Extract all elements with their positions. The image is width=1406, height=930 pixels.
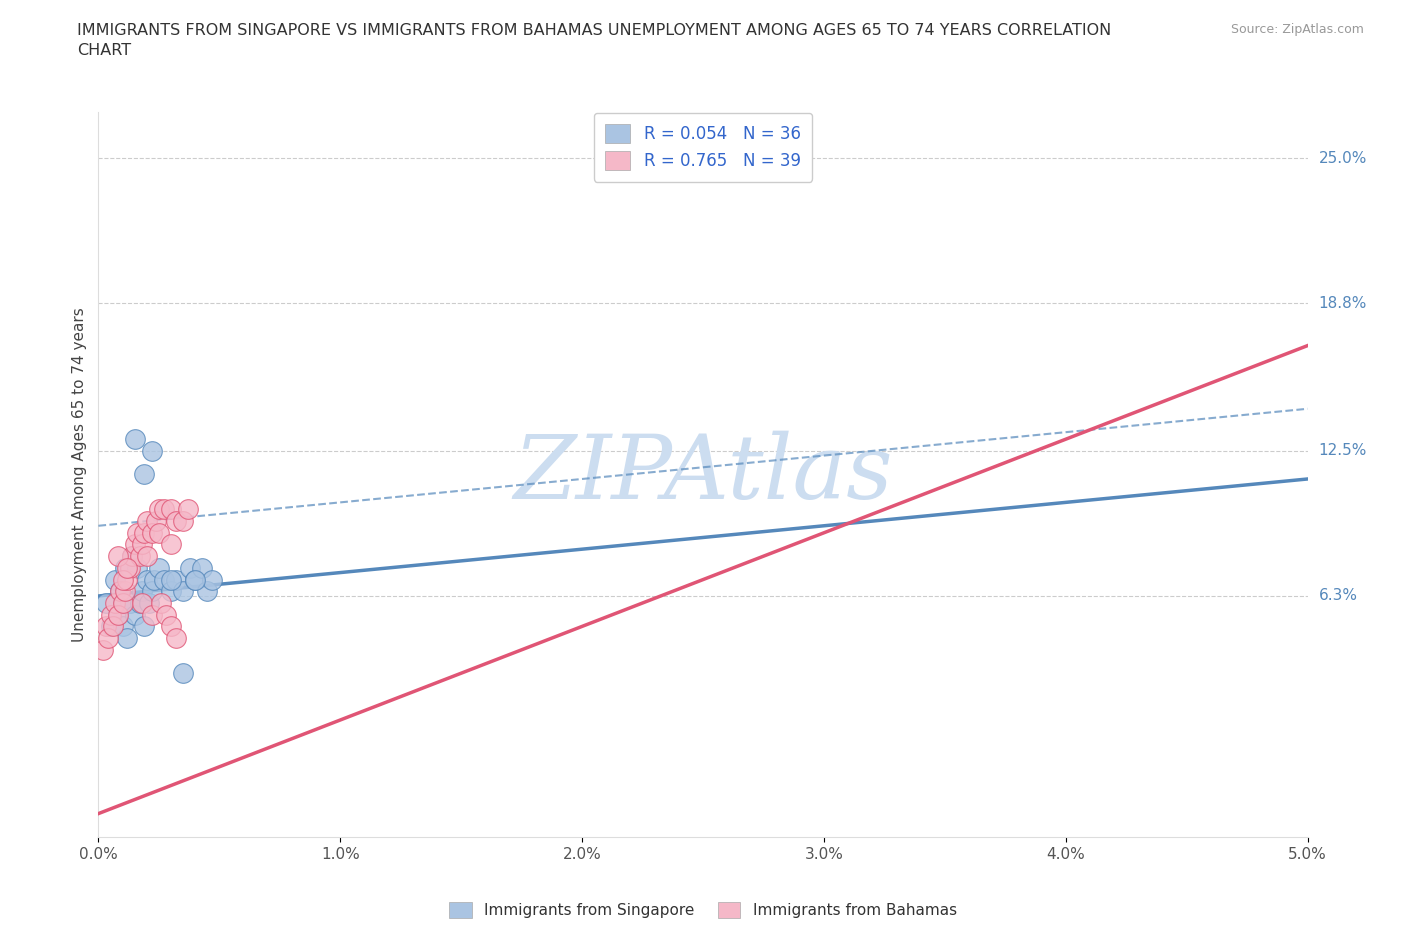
Point [114, 561, 136, 576]
Point [107, 549, 129, 564]
Point [114, 584, 136, 599]
Point [134, 467, 156, 482]
Point [127, 525, 149, 540]
Point [155, 607, 177, 622]
Point [165, 513, 187, 528]
Point [104, 572, 127, 587]
Point [172, 584, 194, 599]
Point [172, 513, 194, 528]
Point [172, 666, 194, 681]
Point [145, 513, 167, 528]
Point [100, 619, 122, 634]
Point [138, 595, 160, 610]
Point [148, 561, 170, 576]
Point [91, 643, 114, 658]
Point [165, 572, 187, 587]
Point [118, 595, 141, 610]
Point [111, 619, 134, 634]
Point [117, 561, 139, 576]
Point [118, 561, 141, 576]
Point [100, 607, 122, 622]
Point [201, 572, 224, 587]
Point [131, 595, 153, 610]
Text: IMMIGRANTS FROM SINGAPORE VS IMMIGRANTS FROM BAHAMAS UNEMPLOYMENT AMONG AGES 65 : IMMIGRANTS FROM SINGAPORE VS IMMIGRANTS … [77, 23, 1112, 58]
Point [160, 619, 183, 634]
Y-axis label: Unemployment Among Ages 65 to 74 years: Unemployment Among Ages 65 to 74 years [72, 307, 87, 642]
Point [117, 572, 139, 587]
Point [141, 584, 163, 599]
Point [107, 607, 129, 622]
Point [101, 619, 124, 634]
Point [160, 537, 183, 551]
Point [141, 525, 163, 540]
Point [141, 607, 163, 622]
Point [97, 631, 120, 645]
Point [128, 549, 150, 564]
Point [135, 572, 157, 587]
Point [127, 561, 149, 576]
Text: 6.3%: 6.3% [1319, 589, 1358, 604]
Point [148, 502, 170, 517]
Point [184, 572, 207, 587]
Text: ZIPAtlas: ZIPAtlas [513, 431, 893, 518]
Legend: Immigrants from Singapore, Immigrants from Bahamas: Immigrants from Singapore, Immigrants fr… [443, 896, 963, 924]
Point [152, 502, 174, 517]
Point [184, 572, 207, 587]
Point [143, 572, 166, 587]
Point [179, 561, 201, 576]
Point [111, 595, 134, 610]
Point [108, 584, 131, 599]
Text: 18.8%: 18.8% [1319, 296, 1367, 311]
Point [111, 595, 134, 610]
Text: 25.0%: 25.0% [1319, 151, 1367, 166]
Point [160, 584, 183, 599]
Point [191, 561, 214, 576]
Point [165, 631, 187, 645]
Point [124, 607, 146, 622]
Point [135, 513, 157, 528]
Point [124, 432, 146, 446]
Point [195, 584, 218, 599]
Point [150, 595, 173, 610]
Point [131, 584, 153, 599]
Point [160, 502, 183, 517]
Point [160, 572, 183, 587]
Point [117, 631, 139, 645]
Point [152, 572, 174, 587]
Point [107, 607, 129, 622]
Point [177, 502, 200, 517]
Point [104, 595, 127, 610]
Point [108, 584, 131, 599]
Point [121, 549, 143, 564]
Point [135, 549, 157, 564]
Text: Source: ZipAtlas.com: Source: ZipAtlas.com [1230, 23, 1364, 36]
Point [94, 619, 117, 634]
Text: 12.5%: 12.5% [1319, 444, 1367, 458]
Point [134, 525, 156, 540]
Point [134, 619, 156, 634]
Point [148, 525, 170, 540]
Point [131, 537, 153, 551]
Point [111, 572, 134, 587]
Point [94, 595, 117, 610]
Point [121, 549, 143, 564]
Point [128, 595, 150, 610]
Point [124, 537, 146, 551]
Point [141, 444, 163, 458]
